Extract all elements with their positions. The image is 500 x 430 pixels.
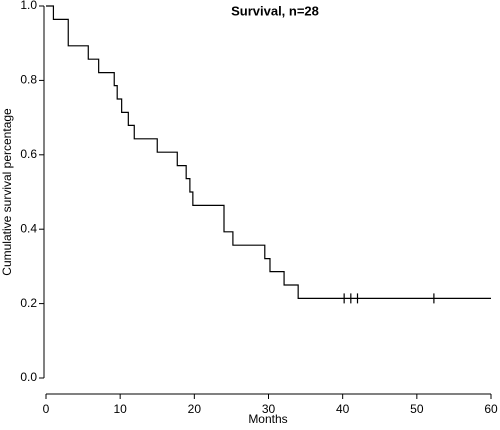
y-tick-label: 0.2: [20, 296, 37, 310]
survival-curve: [46, 5, 491, 299]
x-tick-label: 60: [484, 402, 498, 416]
x-tick-label: 40: [336, 402, 350, 416]
y-tick-label: 0.6: [20, 147, 37, 161]
y-tick-label: 0.8: [20, 73, 37, 87]
x-tick-label: 30: [262, 402, 276, 416]
chart-title: Survival, n=28: [231, 3, 319, 18]
y-axis-label: Cumulative survival percentage: [0, 108, 14, 276]
x-tick-label: 20: [188, 402, 202, 416]
x-tick-label: 0: [43, 402, 50, 416]
y-tick-label: 0.0: [20, 370, 37, 384]
x-tick-label: 50: [410, 402, 424, 416]
y-tick-label: 0.4: [20, 221, 37, 235]
x-axis-label: Months: [248, 412, 287, 426]
x-tick-label: 10: [113, 402, 127, 416]
y-tick-label: 1.0: [20, 0, 37, 12]
